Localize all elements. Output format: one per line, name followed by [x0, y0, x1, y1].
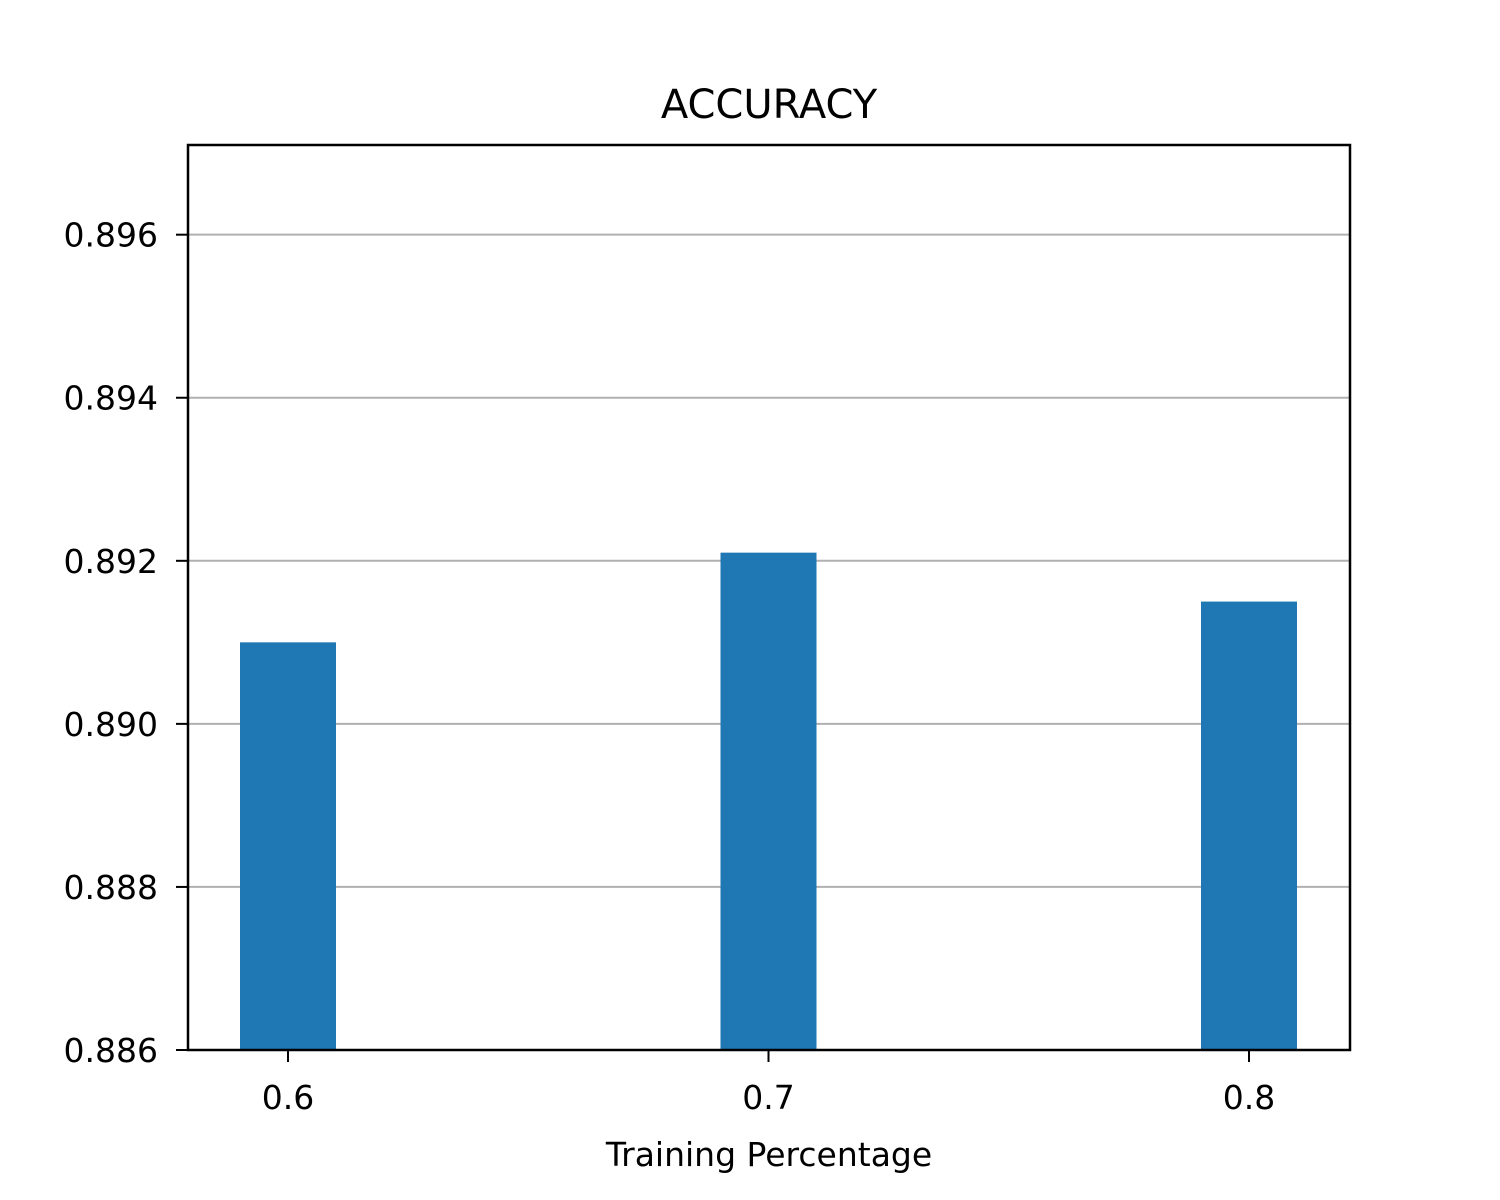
y-tick-label: 0.896 [64, 216, 158, 255]
bar-0-8 [1201, 601, 1297, 1050]
chart-title: ACCURACY [661, 82, 878, 128]
y-tick-label: 0.892 [64, 542, 158, 581]
y-axis: 0.886 0.888 0.890 0.892 0.894 0.896 [64, 216, 188, 1070]
y-tick-label: 0.888 [64, 868, 158, 907]
x-tick-label: 0.7 [742, 1078, 794, 1117]
bars [240, 552, 1297, 1050]
y-tick-label: 0.894 [64, 379, 158, 418]
x-axis: 0.6 0.7 0.8 [262, 1050, 1275, 1117]
x-axis-label: Training Percentage [605, 1135, 932, 1174]
bar-0-7 [720, 552, 817, 1050]
bar-0-6 [240, 642, 336, 1050]
y-tick-label: 0.890 [64, 705, 158, 744]
x-tick-label: 0.8 [1223, 1078, 1275, 1117]
y-tick-label: 0.886 [64, 1031, 158, 1070]
x-tick-label: 0.6 [262, 1078, 314, 1117]
